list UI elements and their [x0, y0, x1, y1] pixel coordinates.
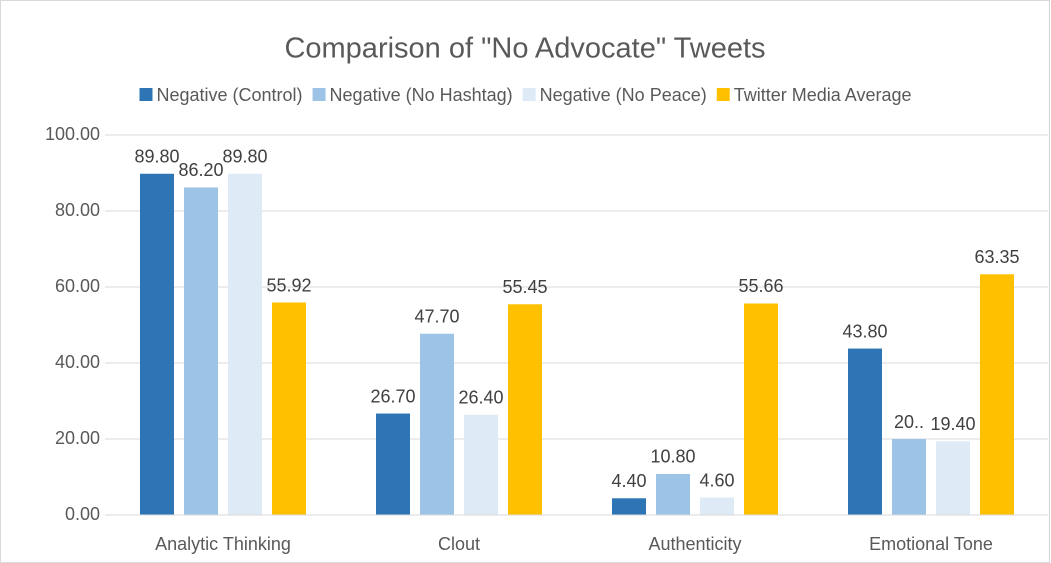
bar	[980, 274, 1014, 515]
bar	[936, 441, 970, 515]
y-tick-label: 60.00	[55, 276, 100, 296]
y-tick-label: 80.00	[55, 200, 100, 220]
value-label: 89.80	[134, 147, 179, 167]
legend-label: Negative (No Peace)	[540, 85, 707, 105]
value-label: 47.70	[414, 306, 459, 326]
value-label: 55.66	[738, 276, 783, 296]
y-tick-label: 20.00	[55, 428, 100, 448]
y-tick-label: 100.00	[45, 124, 100, 144]
legend-swatch	[312, 88, 326, 101]
bar	[848, 348, 882, 515]
bar	[892, 439, 926, 515]
value-label: 86.20	[178, 160, 223, 180]
legend-label: Negative (No Hashtag)	[330, 85, 513, 105]
value-label: 89.80	[222, 147, 267, 167]
bar	[508, 304, 542, 515]
legend-swatch	[139, 88, 153, 101]
legend-swatch	[716, 88, 730, 101]
bar	[612, 498, 646, 515]
legend-swatch	[522, 88, 536, 101]
value-label: 55.45	[502, 277, 547, 297]
legend-label: Negative (Control)	[156, 85, 302, 105]
value-label: 19.40	[930, 414, 975, 434]
value-label: 4.60	[699, 470, 734, 490]
bar	[272, 302, 306, 515]
value-label: 20..	[894, 412, 924, 432]
bar	[228, 173, 262, 515]
value-label: 63.35	[974, 247, 1019, 267]
bar	[140, 173, 174, 515]
value-label: 55.92	[266, 275, 311, 295]
value-label: 4.40	[611, 471, 646, 491]
x-tick-label: Clout	[438, 534, 480, 554]
bar	[700, 497, 734, 515]
bar	[376, 413, 410, 515]
bar	[464, 414, 498, 515]
bar	[420, 333, 454, 515]
value-label: 43.80	[842, 321, 887, 341]
value-label: 26.40	[458, 387, 503, 407]
bar	[656, 473, 690, 515]
value-label: 26.70	[370, 386, 415, 406]
y-tick-label: 40.00	[55, 352, 100, 372]
bar	[744, 303, 778, 515]
chart-title: Comparison of "No Advocate" Tweets	[284, 33, 765, 65]
x-tick-label: Authenticity	[648, 534, 741, 554]
bar	[184, 187, 218, 515]
legend-label: Twitter Media Average	[734, 85, 912, 105]
x-tick-label: Analytic Thinking	[155, 534, 291, 554]
y-tick-label: 0.00	[65, 504, 100, 524]
value-label: 10.80	[650, 447, 695, 467]
x-tick-label: Emotional Tone	[869, 534, 993, 554]
